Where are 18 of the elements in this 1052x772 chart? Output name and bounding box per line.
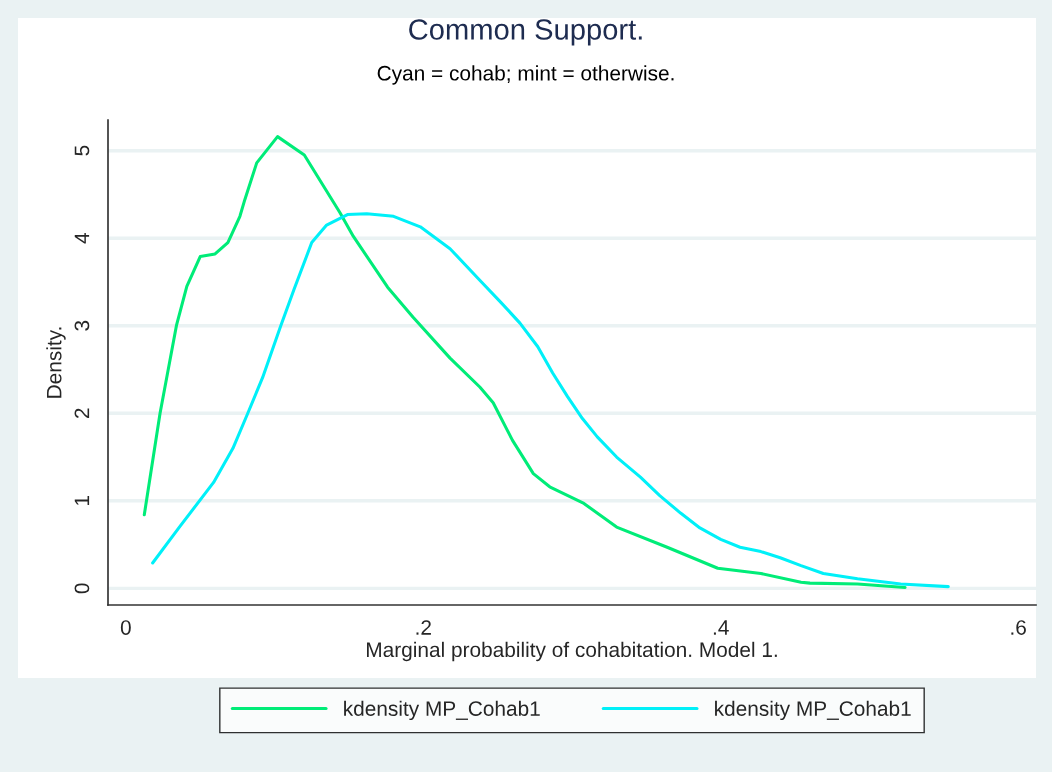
y-tick-label: 4 bbox=[74, 233, 90, 244]
legend-label: kdensity MP_Cohab1 bbox=[715, 700, 911, 721]
y-tick-label: 1 bbox=[74, 496, 90, 506]
y-tick-label: 5 bbox=[74, 145, 90, 156]
chart-title: Common Support. bbox=[409, 19, 642, 46]
x-tick-label: .2 bbox=[416, 620, 431, 635]
line-series bbox=[142, 135, 907, 590]
line-series bbox=[151, 212, 950, 589]
y-axis-title: Density. bbox=[46, 327, 66, 398]
x-tick-label: .6 bbox=[1011, 620, 1026, 635]
x-tick-label: .4 bbox=[713, 620, 729, 635]
chart-subtitle: Cyan = cohab; mint = otherwise. bbox=[377, 65, 674, 85]
legend-label: kdensity MP_Cohab1 bbox=[344, 700, 540, 721]
y-tick-label: 2 bbox=[74, 408, 90, 419]
x-axis-title: Marginal probability of cohabitation. Model 1. bbox=[367, 641, 777, 662]
x-tick-label: 0 bbox=[120, 620, 131, 635]
y-tick-label: 0 bbox=[74, 583, 90, 594]
y-tick-label: 3 bbox=[74, 320, 90, 331]
